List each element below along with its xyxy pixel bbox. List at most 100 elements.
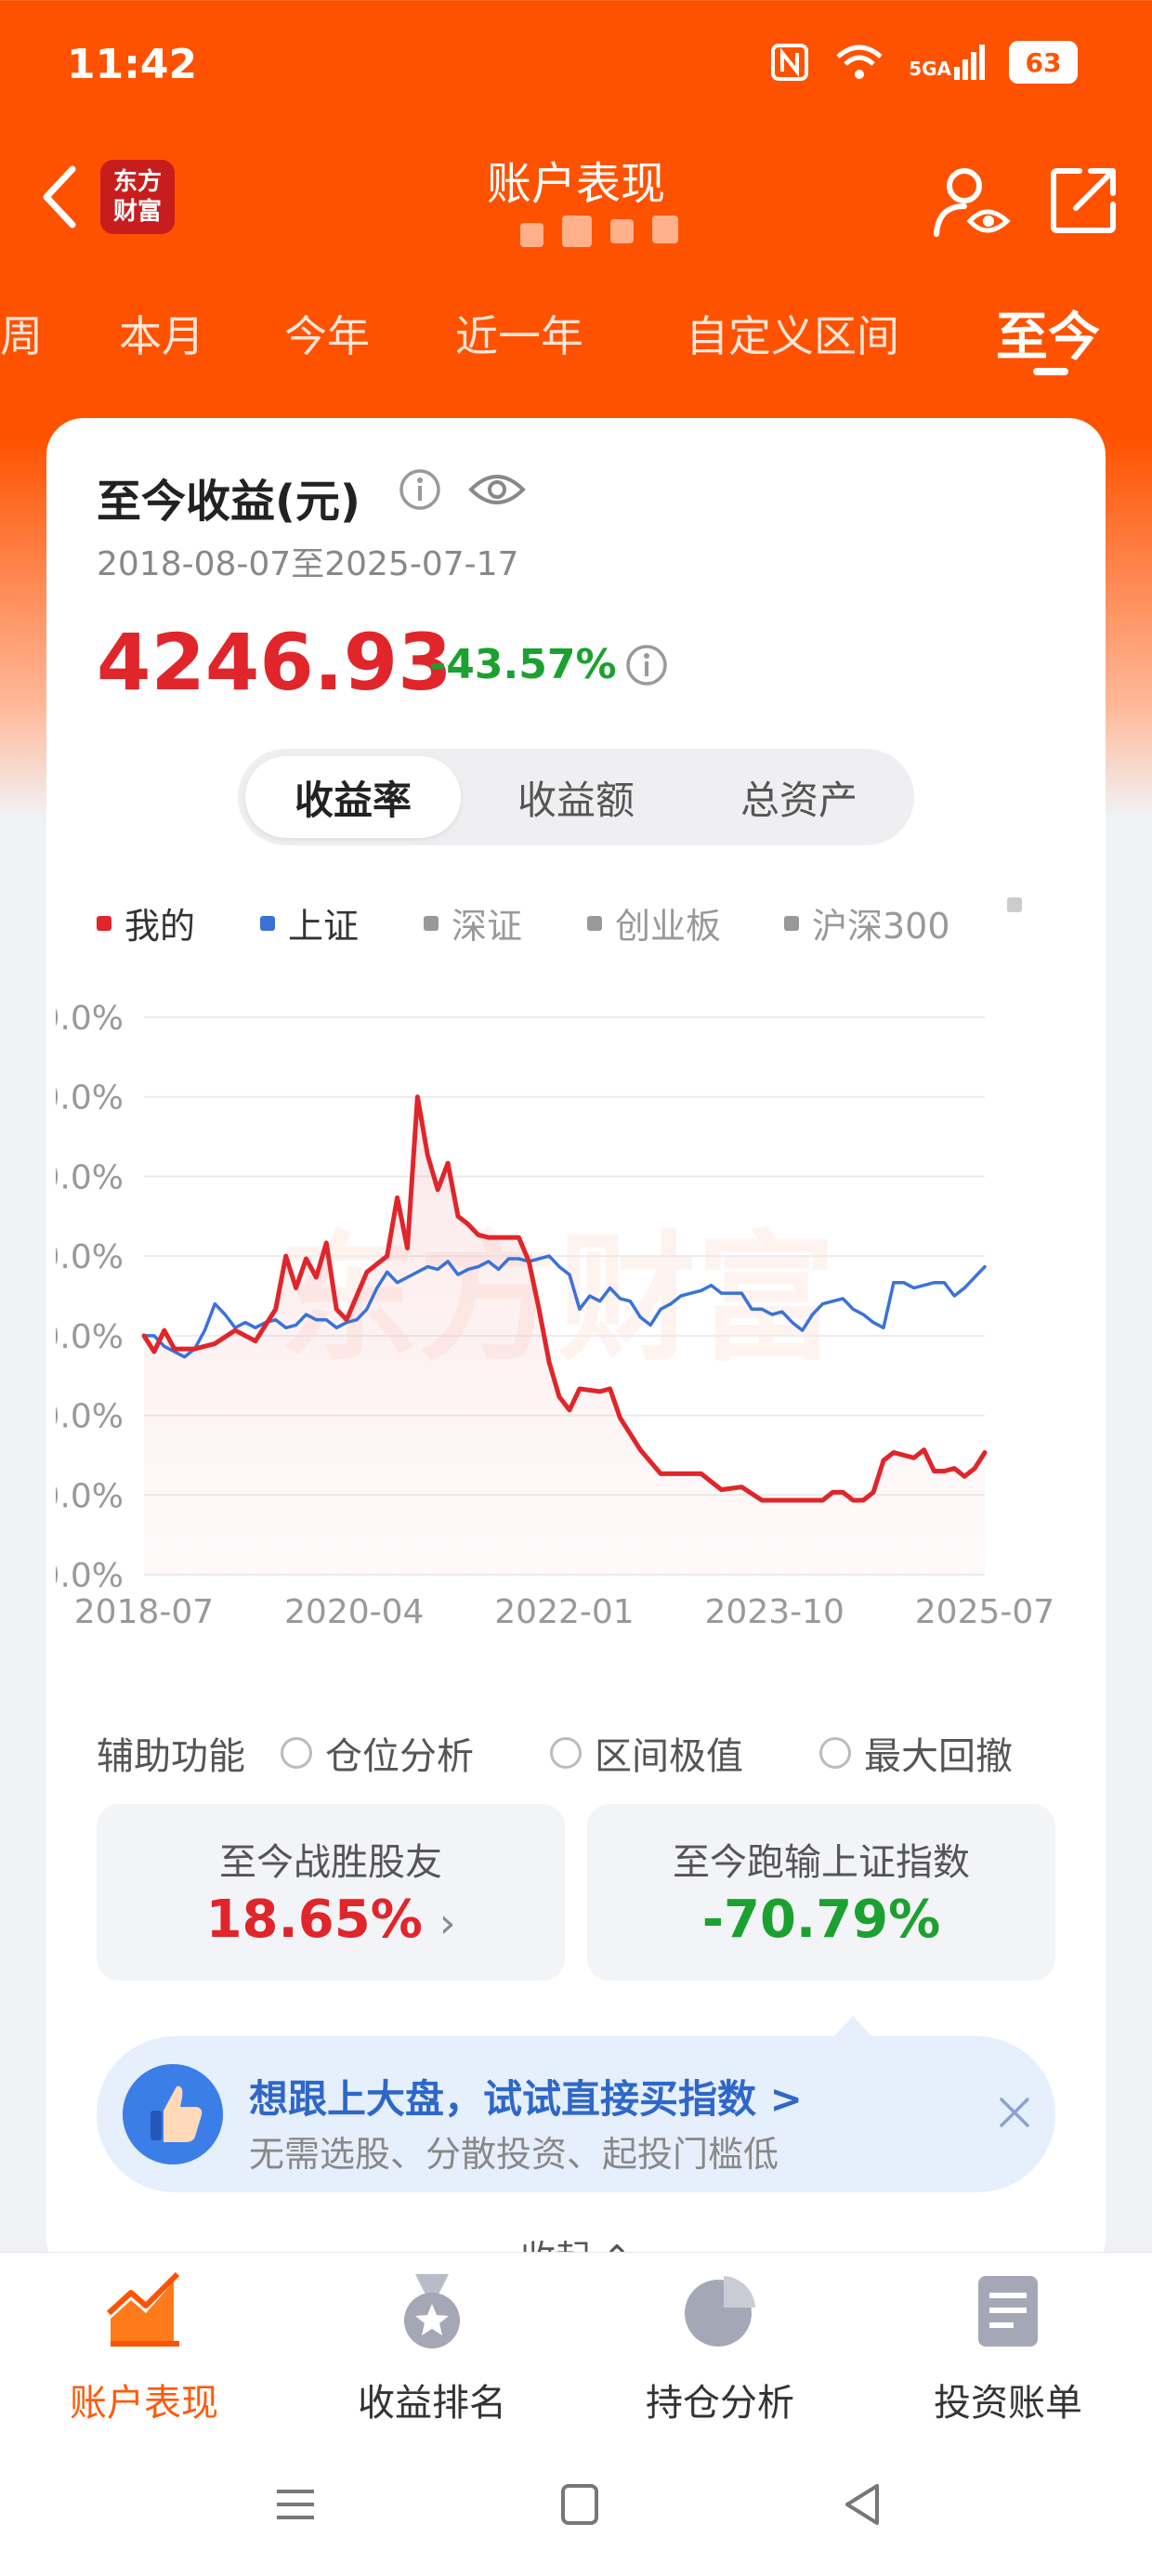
tab-week[interactable]: 周 [0,311,43,361]
metric-switch: 收益率 收益额 总资产 [238,749,914,845]
nav-label: 账户表现 [70,2382,218,2425]
legend-chinext[interactable]: 创业板 [587,897,721,944]
chevron-right-icon: › [439,1900,456,1947]
segment-total-assets[interactable]: 总资产 [740,777,857,823]
y-tick-label: 90.0% [56,1079,124,1118]
legend-mine[interactable]: 我的 [97,897,195,944]
document-icon [978,2276,1038,2347]
option-position-analysis[interactable]: 仓位分析 [281,1726,474,1780]
stat-value: 18.65% [205,1890,423,1950]
stat-value: -70.79% [701,1890,941,1950]
total-profit: 4246.93 [97,617,452,708]
legend-shanghai[interactable]: 上证 [260,897,359,944]
y-tick-label: -60.0% [56,1477,124,1515]
legend-label: 沪深300 [812,906,950,944]
option-max-drawdown[interactable]: 最大回撤 [819,1726,1013,1780]
eye-icon[interactable] [468,467,526,512]
trend-chart-icon [106,2271,180,2347]
legend-label: 上证 [288,906,360,944]
back-button[interactable] [33,160,89,234]
page-title: 账户表现 [486,158,665,210]
y-tick-label: 120.0% [56,1000,124,1038]
option-range-extremes[interactable]: 区间极值 [550,1726,743,1780]
x-tick-label: 2018-07 [74,1593,214,1631]
share-icon[interactable] [1048,163,1120,236]
app-logo: 东方 财富 [100,160,175,234]
x-tick-label: 2020-04 [284,1593,424,1631]
return-chart: 东方财富120.0%90.0%60.0%30.0%0.0%-30.0%-60.0… [56,1000,1054,1631]
series-line-shanghai [142,1254,987,1359]
back-nav-icon[interactable] [840,2477,884,2532]
thumbs-up-icon [123,2064,223,2164]
status-time: 11:42 [67,41,198,88]
nav-profit-ranking[interactable]: 收益排名 [288,2272,576,2426]
nav-account-performance[interactable]: 账户表现 [0,2271,288,2426]
beat-peers-card[interactable]: 至今战胜股友 18.65% › [97,1804,565,1981]
segment-profit-amount[interactable]: 收益额 [517,777,635,823]
tab-month[interactable]: 本月 [119,311,204,361]
menu-icon[interactable] [273,2477,318,2532]
tab-this-year[interactable]: 今年 [284,311,370,361]
option-label: 仓位分析 [325,1735,474,1778]
promo-pointer [832,2016,873,2038]
active-tab-indicator [1033,368,1068,375]
series-line-mine [141,1094,988,1503]
close-icon[interactable] [996,2094,1033,2131]
y-tick-label: -90.0% [56,1557,124,1595]
medal-icon [404,2274,460,2348]
legend-label: 创业板 [615,906,722,944]
legend-swatch [784,915,799,931]
promo-banner[interactable] [97,2036,1055,2192]
tab-custom-range[interactable]: 自定义区间 [686,311,899,361]
y-tick-label: 60.0% [56,1158,124,1196]
logo-text-top: 东方 [112,168,162,196]
option-label: 最大回撤 [864,1735,1013,1778]
vs-index-card: 至今跑输上证指数 -70.79% [587,1804,1055,1981]
legend-csi300[interactable]: 沪深300 [784,897,950,944]
aux-label: 辅助功能 [97,1735,245,1778]
date-range: 2018-08-07至2025-07-17 [97,545,519,583]
privacy-view-icon[interactable] [929,160,1013,243]
radio-icon[interactable] [550,1737,582,1769]
nav-label: 投资账单 [934,2382,1082,2425]
profit-rate: -43.57% [429,641,617,688]
info-icon[interactable] [398,467,442,512]
x-tick-label: 2023-10 [705,1593,844,1631]
card-title: 至今收益(元) [97,476,360,528]
radio-icon[interactable] [819,1737,851,1769]
radio-icon[interactable] [281,1737,312,1769]
y-tick-label: 0.0% [56,1318,124,1356]
option-label: 区间极值 [595,1735,743,1778]
legend-swatch [97,915,111,931]
promo-title[interactable]: 想跟上大盘，试试直接买指数 > [249,2076,803,2122]
legend-swatch [424,915,439,931]
x-tick-label: 2025-07 [915,1593,1054,1631]
logo-text-bottom: 财富 [112,198,162,226]
chart-legend: 我的 上证 深证 创业板 沪深300 [97,897,1044,944]
segment-return-rate[interactable]: 收益率 [245,756,461,838]
legend-swatch [260,915,275,931]
nav-holdings-analysis[interactable]: 持仓分析 [576,2272,864,2426]
legend-shenzhen[interactable]: 深证 [424,897,522,944]
info-icon[interactable] [624,643,669,687]
nav-label: 收益排名 [358,2382,506,2425]
period-tabs: 周 本月 今年 近一年 自定义区间 至今 [0,303,1152,368]
area-fill-mine [144,1096,985,1575]
signal-label: 5GA [909,58,951,80]
nav-investment-bill[interactable]: 投资账单 [864,2272,1152,2426]
tab-to-date[interactable]: 至今 [996,307,1100,368]
legend-more[interactable] [1007,897,1022,912]
nfc-icon [771,44,809,81]
nav-label: 持仓分析 [646,2382,794,2425]
home-icon[interactable] [557,2477,602,2532]
stat-label: 至今战胜股友 [219,1841,442,1884]
pie-chart-icon [685,2276,755,2347]
legend-swatch [587,915,602,931]
signal-icon: 5GA [909,45,985,80]
y-tick-label: 30.0% [56,1238,124,1276]
tab-last-year[interactable]: 近一年 [455,311,583,361]
y-tick-label: -30.0% [56,1398,124,1436]
promo-subtitle: 无需选股、分散投资、起投门槛低 [249,2134,779,2175]
account-id-masked [520,216,678,253]
stat-label: 至今跑输上证指数 [673,1841,970,1884]
